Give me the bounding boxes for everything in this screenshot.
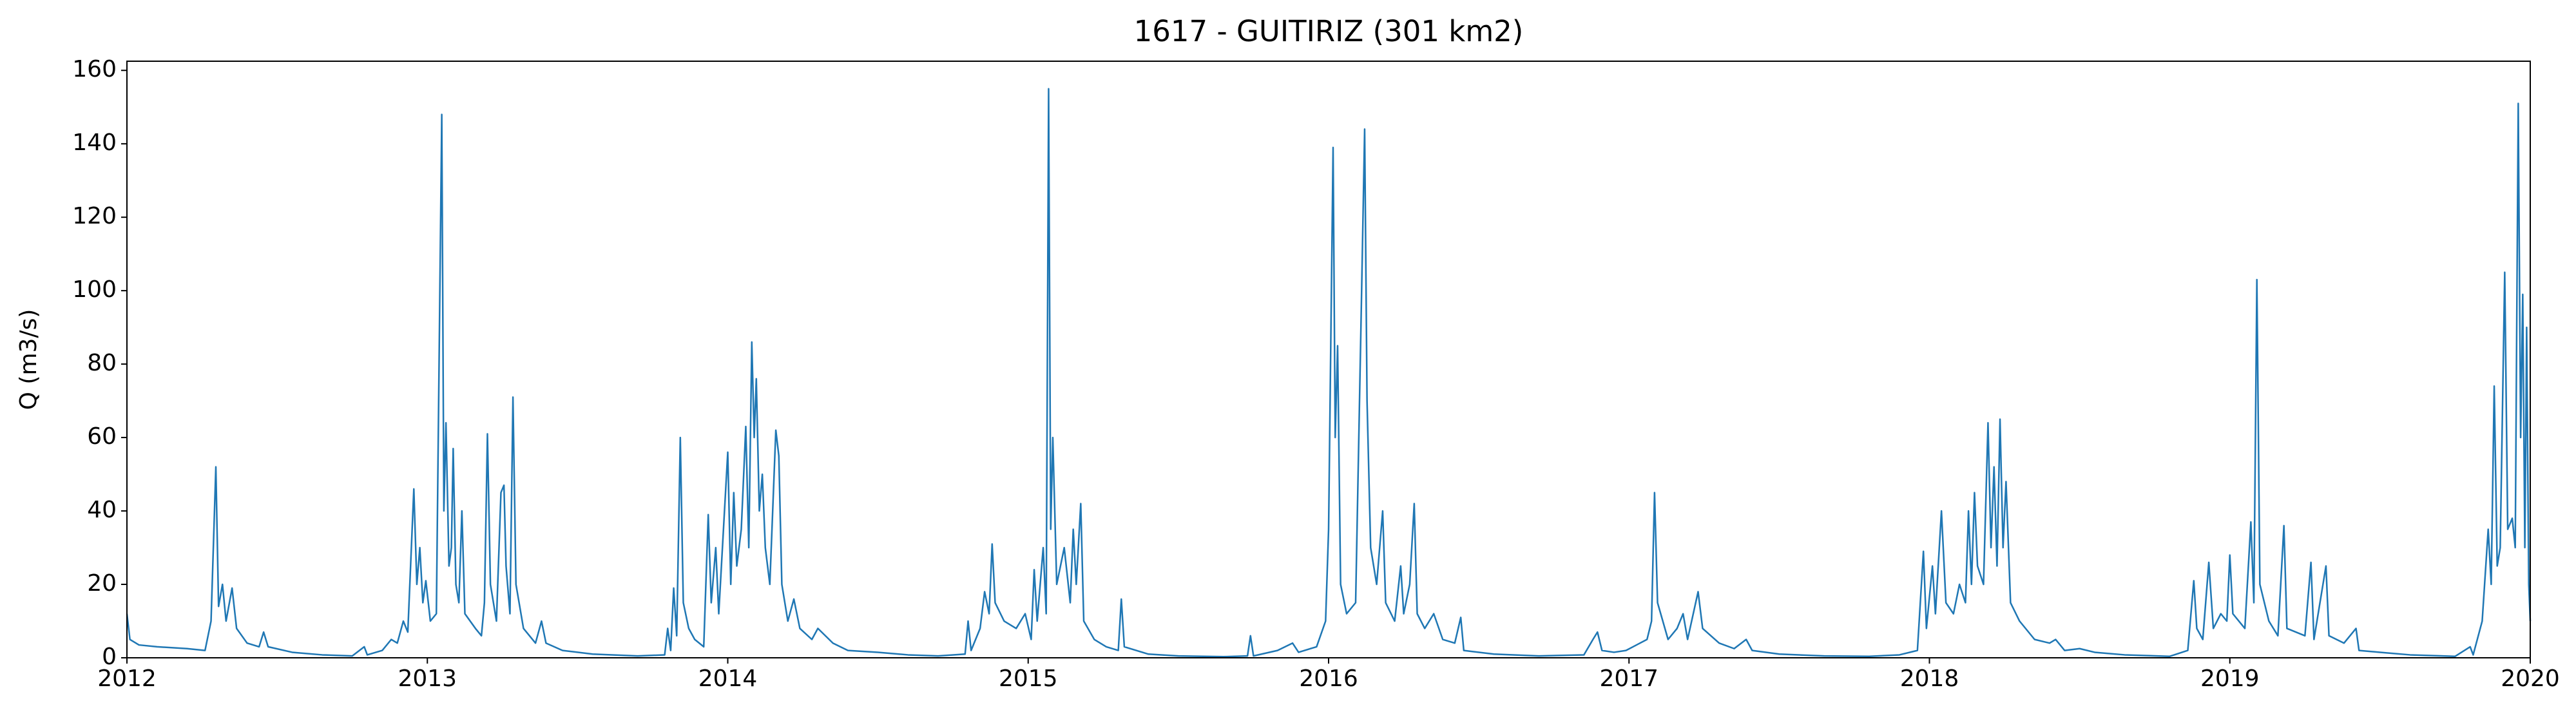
y-tick-label: 120 <box>72 203 117 229</box>
x-tick-label: 2013 <box>398 666 457 692</box>
x-tick-label: 2014 <box>698 666 758 692</box>
y-tick-label: 160 <box>72 56 117 82</box>
x-tick-label: 2019 <box>2200 666 2260 692</box>
x-tick-label: 2018 <box>1900 666 1959 692</box>
y-axis-label: Q (m3/s) <box>15 309 42 410</box>
plot-frame <box>126 61 2531 658</box>
x-tick-label: 2017 <box>1599 666 1658 692</box>
y-tick-label: 0 <box>102 644 117 670</box>
y-tick-label: 140 <box>72 129 117 156</box>
x-tick-label: 2012 <box>97 666 157 692</box>
x-tick-label: 2015 <box>999 666 1058 692</box>
y-tick-label: 100 <box>72 276 117 303</box>
chart-title: 1617 - GUITIRIZ (301 km2) <box>1134 14 1524 48</box>
x-tick-label: 2016 <box>1299 666 1358 692</box>
y-tick-label: 20 <box>87 570 117 597</box>
y-tick-label: 60 <box>87 423 117 450</box>
flow-line <box>126 88 2532 658</box>
x-tick-label: 2020 <box>2501 666 2560 692</box>
y-tick-label: 80 <box>87 350 117 376</box>
y-tick-label: 40 <box>87 497 117 523</box>
